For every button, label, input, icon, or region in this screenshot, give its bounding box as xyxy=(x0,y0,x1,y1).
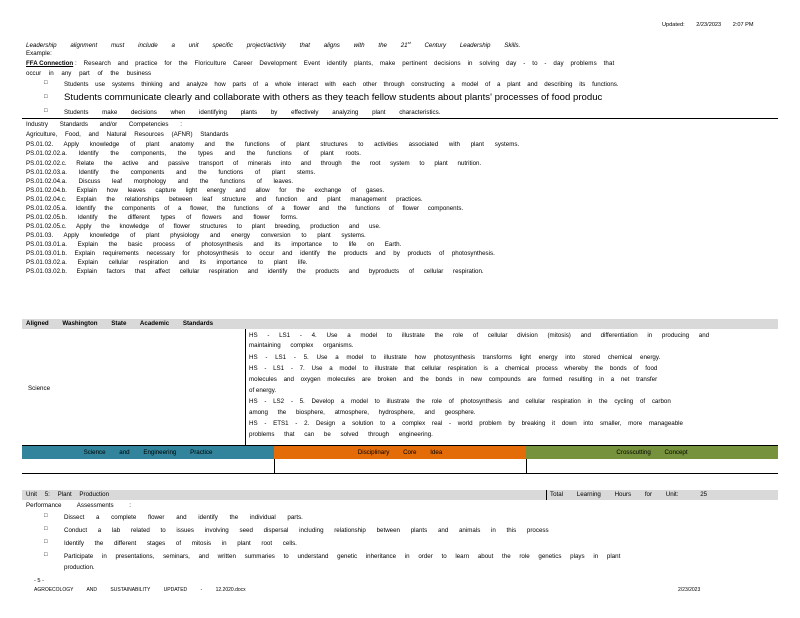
ffa-label: FFA Connection xyxy=(26,60,74,67)
standard-item: PS.01.02.02.a. Identify the components, … xyxy=(26,150,361,157)
updated-header: Updated: 2/23/2023 2:07 PM xyxy=(662,22,754,29)
updated-date: 2/23/2023 xyxy=(696,22,722,28)
example-label: Example: xyxy=(26,50,52,57)
standard-item: PS.01.02.04.c. Explain the relationships… xyxy=(26,196,423,203)
standard-item: PS.01.02.03.a. Identify the components a… xyxy=(26,169,316,176)
standard-item: PS.01.02.05.a. Identify the components o… xyxy=(26,205,464,212)
dims-divider xyxy=(526,459,527,473)
ffa-text: : Research and practice for the Floricul… xyxy=(74,60,615,67)
performance-heading: Performance Assessments : xyxy=(26,502,132,509)
bullet-icon: □ xyxy=(44,108,48,114)
performance-item: Identify the different stages of mitosis… xyxy=(64,540,297,547)
hs-standard-line: HS - ETS1 - 2. Design a solution to a co… xyxy=(249,420,683,427)
hs-standard-line: molecules and oxygen molecules are broke… xyxy=(249,376,658,383)
hs-standard-line: HS - LS1 - 4. Use a model to illustrate … xyxy=(249,332,710,339)
practice-header: Science and Engineering Practice xyxy=(22,446,274,459)
intro-bullet-2: Students communicate clearly and collabo… xyxy=(64,92,603,103)
updated-label: Updated: xyxy=(662,22,685,28)
standard-item: PS.01.03.02.a. Explain cellular respirat… xyxy=(26,259,308,266)
hs-standard-line: HS - LS2 - 5. Develop a model to illustr… xyxy=(249,398,671,405)
washington-band-label: Aligned Washington State Academic Standa… xyxy=(26,320,214,327)
unit-band xyxy=(22,490,778,500)
divider xyxy=(22,445,778,446)
dims-divider xyxy=(274,459,275,473)
standard-item: PS.01.03.01.a. Explain the basic process… xyxy=(26,241,402,248)
intro-bullet-1: Students use systems thinking and analyz… xyxy=(64,81,619,88)
hs-standard-line: among the biosphere, atmosphere, hydrosp… xyxy=(249,409,476,416)
bullet-icon: □ xyxy=(44,94,48,100)
standard-item: PS.01.03.02.b. Explain factors that affe… xyxy=(26,268,484,275)
ffa-line: FFA Connection : Research and practice f… xyxy=(26,60,614,68)
total-hours-label: Total Learning Hours for Unit: xyxy=(550,491,679,498)
bullet-icon: □ xyxy=(44,526,48,532)
standards-heading-1: Industry Standards and/or Competencies : xyxy=(26,121,182,128)
standard-item: PS.01.02.04.a. Discuss leaf morphology a… xyxy=(26,178,294,185)
bullet-icon: □ xyxy=(44,80,48,86)
core-idea-header: Disciplinary Core Idea xyxy=(274,446,526,459)
science-label: Science xyxy=(28,385,51,392)
performance-item-continued: production. xyxy=(64,564,95,571)
hs-standard-line: HS - LS1 - 7. Use a model to illustrate … xyxy=(249,365,658,372)
crosscutting-header: Crosscutting Concept xyxy=(526,446,778,459)
standard-item: PS.01.02.05.c. Apply the knowledge of fl… xyxy=(26,223,381,230)
hs-standard-line: maintaining complex organisms. xyxy=(249,342,354,349)
standard-item: PS.01.02.05.b. Identify the different ty… xyxy=(26,214,298,221)
ffa-continuation: occur in any part of the business xyxy=(26,70,152,77)
standard-item: PS.01.02. Apply knowledge of plant anato… xyxy=(26,141,520,148)
standards-heading-2: Agriculture, Food, and Natural Resources… xyxy=(26,131,229,138)
unit-title: Unit 5: Plant Production xyxy=(26,491,110,498)
footer-doc-name: AGROECOLOGY AND SUSTAINABILITY UPDATED -… xyxy=(34,587,246,593)
hs-standard-line: HS - LS1 - 5. Use a model to illustrate … xyxy=(249,354,661,361)
hs-standard-line: problems that can be solved through engi… xyxy=(249,431,433,438)
performance-item: Conduct a lab related to issues involvin… xyxy=(64,527,549,534)
bullet-icon: □ xyxy=(44,552,48,558)
updated-time: 2:07 PM xyxy=(732,22,754,28)
standard-item: PS.01.03. Apply knowledge of plant physi… xyxy=(26,232,366,239)
total-hours: Total Learning Hours for Unit: 25 xyxy=(550,491,707,499)
divider xyxy=(22,473,778,474)
washington-band xyxy=(22,319,778,329)
performance-item: Dissect a complete flower and identify t… xyxy=(64,514,303,521)
bullet-icon: □ xyxy=(44,539,48,545)
standard-item: PS.01.03.01.b. Explain requirements nece… xyxy=(26,250,495,257)
intro-bullet-3: Students make decisions when identifying… xyxy=(64,109,441,116)
footer-date: 2/23/2023 xyxy=(678,587,701,593)
performance-item: Participate in presentations, seminars, … xyxy=(64,553,621,560)
standard-item: PS.01.02.02.c. Relate the active and pas… xyxy=(26,160,482,167)
unit-divider xyxy=(546,490,547,500)
science-column-divider xyxy=(245,329,246,445)
divider xyxy=(22,118,778,119)
bullet-icon: □ xyxy=(44,513,48,519)
leadership-line: Leadership alignment must include a unit… xyxy=(26,40,521,50)
total-hours-value: 25 xyxy=(700,491,708,498)
hs-standard-line: of energy. xyxy=(249,387,277,394)
standard-item: PS.01.02.04.b. Explain how leaves captur… xyxy=(26,187,385,194)
page-number: - 5 - xyxy=(34,578,44,584)
